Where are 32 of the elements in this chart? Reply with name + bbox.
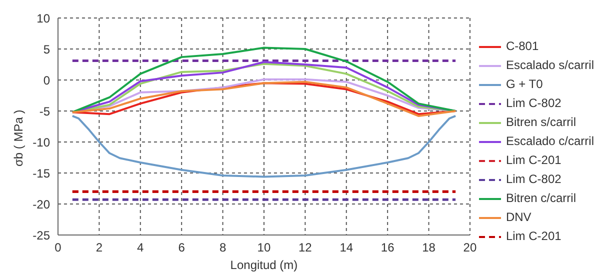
y-tick-label: -25 <box>32 228 50 242</box>
y-tick-label: 5 <box>43 42 50 56</box>
legend-label: Bitren c/carril <box>506 190 576 207</box>
legend-label: DNV <box>506 209 532 226</box>
legend-label: Lim C-802 <box>506 95 562 112</box>
x-tick-label: 8 <box>219 240 226 255</box>
x-axis-title: Longitud (m) <box>230 258 298 272</box>
y-tick-label: -5 <box>39 104 50 118</box>
legend-label: Escalado c/carril <box>506 133 594 150</box>
x-tick-label: 16 <box>380 240 395 255</box>
legend-label: Lim C-201 <box>506 228 562 245</box>
legend-label: Lim C-802 <box>506 171 562 188</box>
legend-label: C-801 <box>506 38 539 55</box>
x-tick-label: 6 <box>178 240 186 255</box>
y-axis-title: σb ( MPa ) <box>11 110 26 166</box>
x-tick-label: 4 <box>137 240 144 255</box>
y-tick-label: 10 <box>36 11 50 26</box>
y-tick-label: -10 <box>32 135 50 150</box>
legend-label: Lim C-201 <box>506 152 562 169</box>
x-tick-label: 2 <box>96 240 103 255</box>
legend-label: Bitren s/carril <box>506 114 576 131</box>
x-tick-label: 12 <box>298 240 312 255</box>
legend-label: G + T0 <box>506 76 543 93</box>
x-tick-label: 10 <box>257 240 271 255</box>
x-tick-label: 14 <box>340 240 354 255</box>
y-tick-label: 0 <box>43 73 50 88</box>
legend-label: Escalado s/carril <box>506 57 594 74</box>
x-tick-label: 18 <box>422 240 436 255</box>
y-tick-label: -20 <box>32 197 50 212</box>
x-tick-label: 0 <box>54 240 62 255</box>
x-tick-label: 20 <box>463 240 477 255</box>
y-tick-label: -15 <box>32 166 50 180</box>
